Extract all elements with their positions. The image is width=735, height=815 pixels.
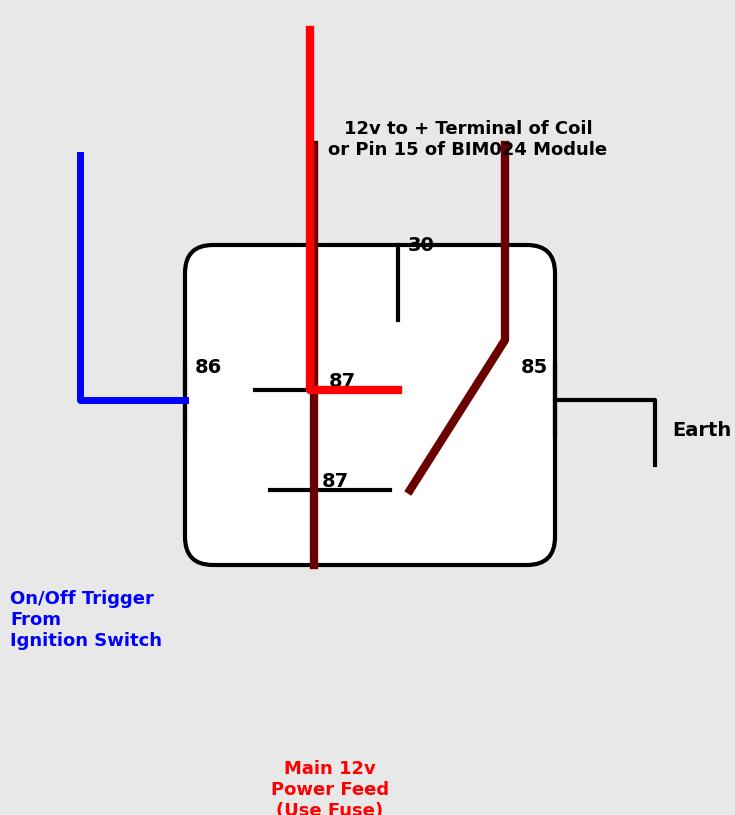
- Text: 87: 87: [321, 472, 348, 491]
- Text: On/Off Trigger
From
Ignition Switch: On/Off Trigger From Ignition Switch: [10, 590, 162, 650]
- Text: Main 12v
Power Feed
(Use Fuse): Main 12v Power Feed (Use Fuse): [271, 760, 389, 815]
- Text: 86: 86: [195, 358, 222, 377]
- Text: 12v to + Terminal of Coil
or Pin 15 of BIM024 Module: 12v to + Terminal of Coil or Pin 15 of B…: [329, 120, 608, 159]
- Text: 87: 87: [329, 372, 356, 391]
- Text: Earth: Earth: [672, 421, 731, 439]
- Text: 30: 30: [408, 236, 435, 255]
- Text: 85: 85: [521, 358, 548, 377]
- FancyBboxPatch shape: [185, 245, 555, 565]
